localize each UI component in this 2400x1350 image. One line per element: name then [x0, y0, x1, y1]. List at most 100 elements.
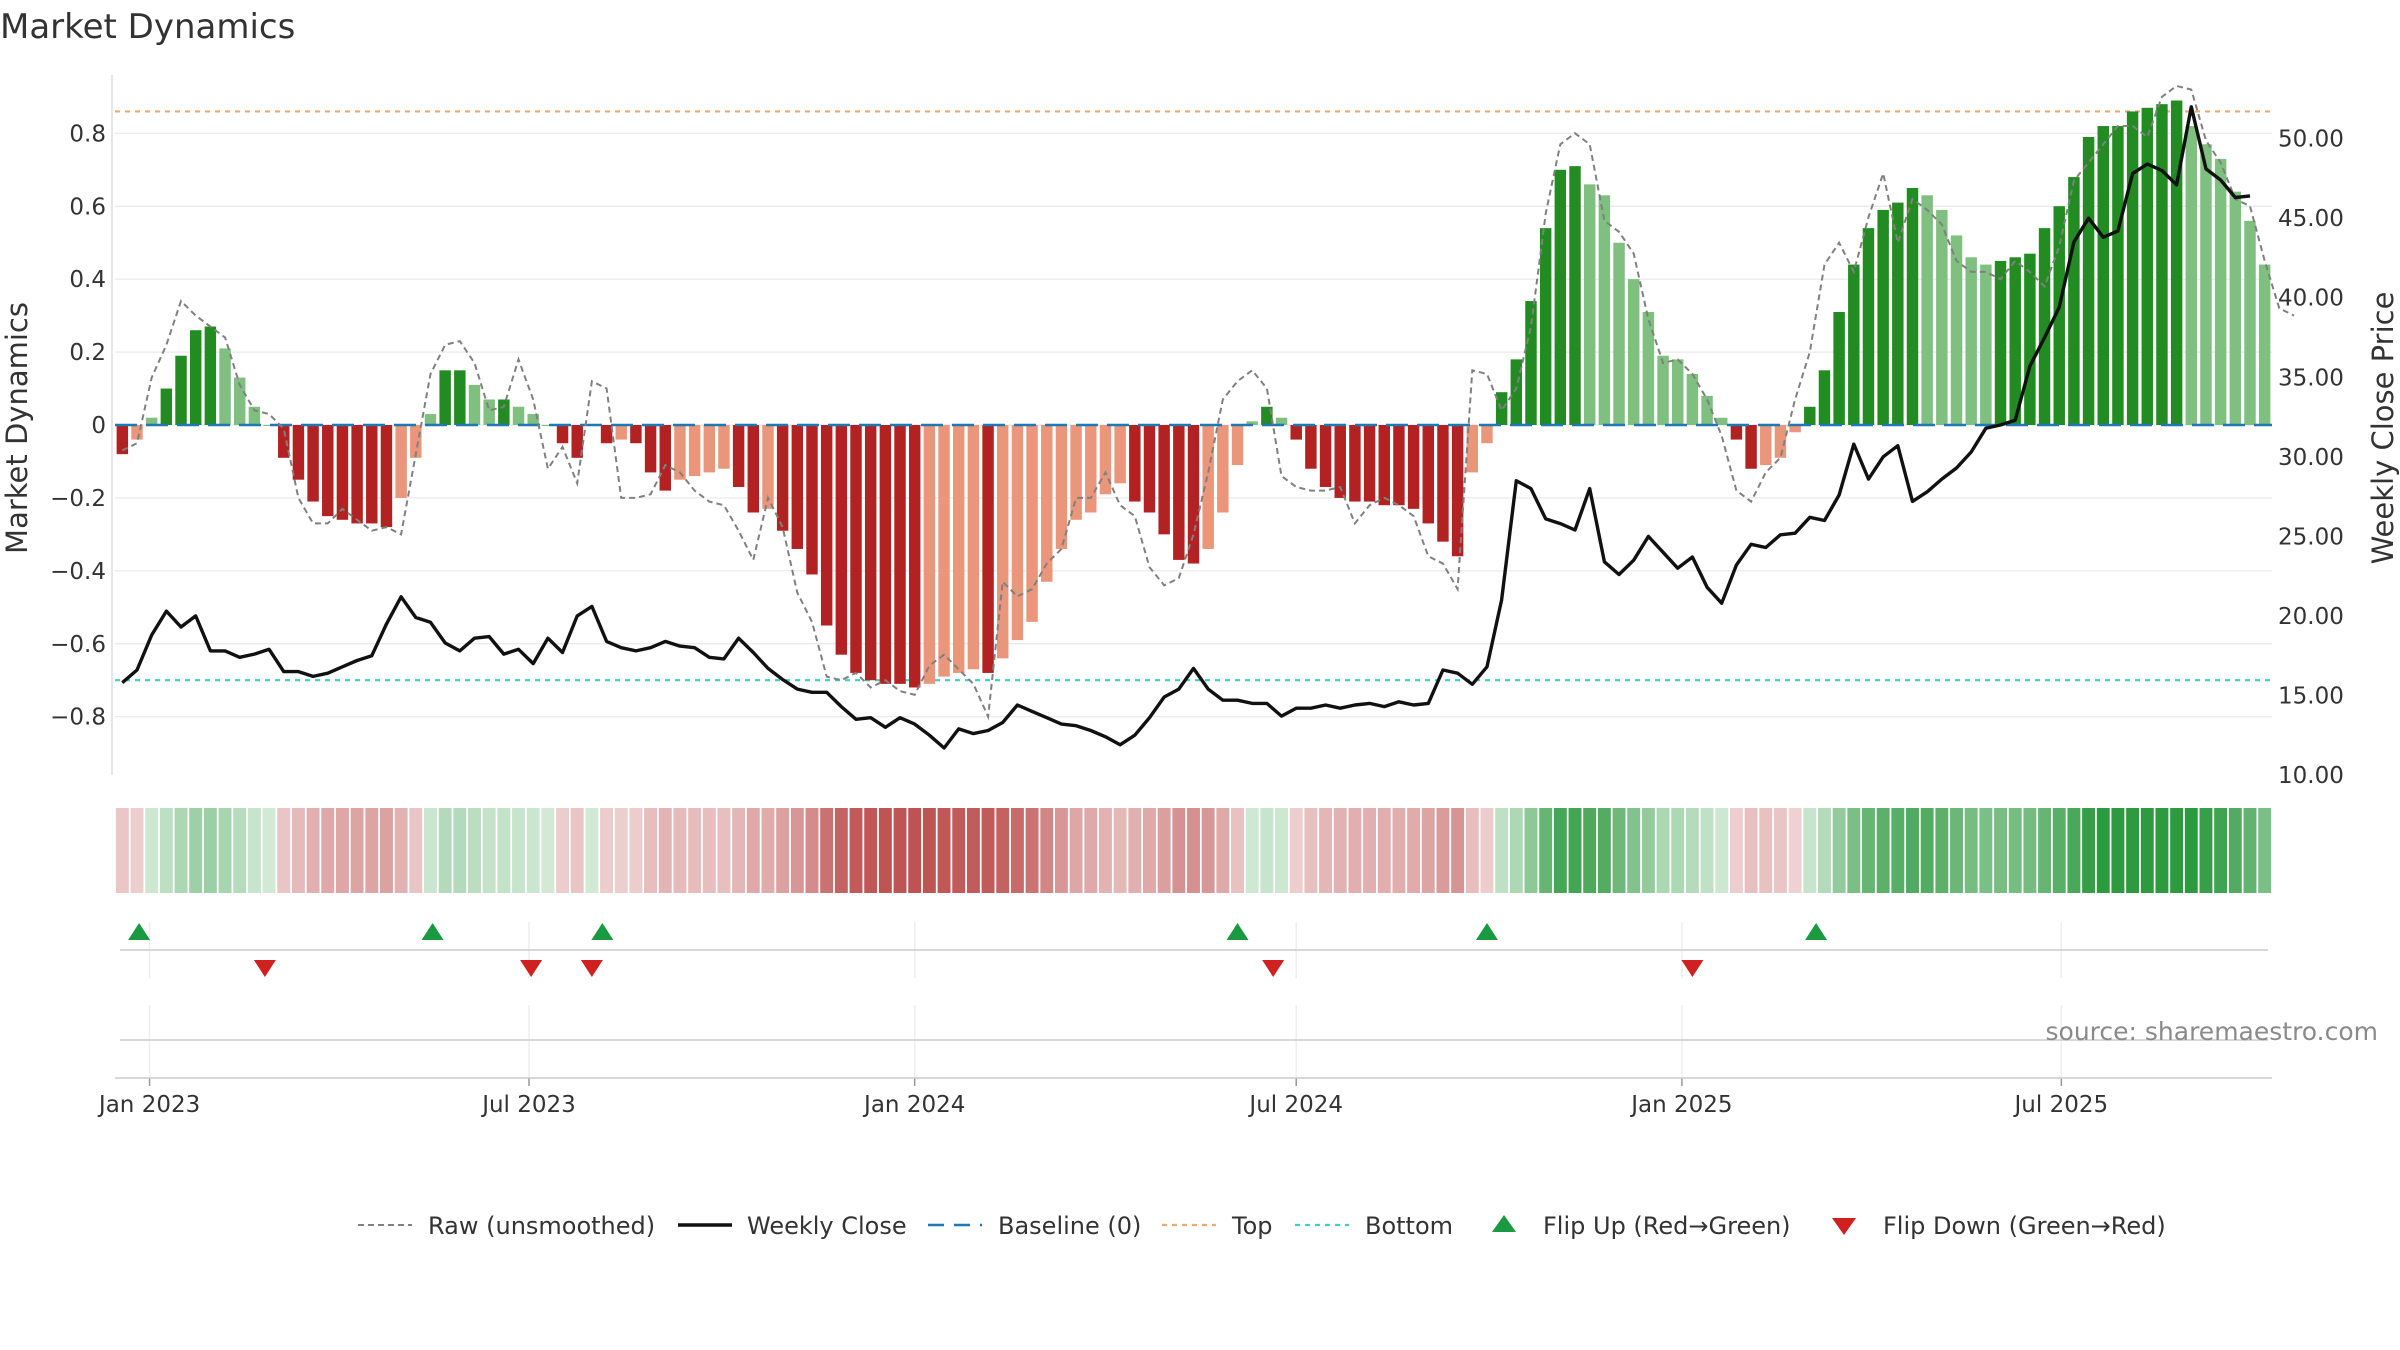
regime-cell: [600, 808, 614, 893]
dynamics-bar: [938, 425, 950, 677]
regime-cell: [614, 808, 628, 893]
regime-cell: [1597, 808, 1611, 893]
regime-cell: [306, 808, 320, 893]
dynamics-bar: [2214, 158, 2227, 425]
dynamics-bar: [1598, 195, 1611, 425]
dynamics-bar: [2170, 100, 2183, 425]
regime-cell: [1084, 808, 1098, 893]
regime-cell: [908, 808, 922, 893]
dynamics-bar: [1026, 425, 1038, 622]
legend-item: Raw (unsmoothed): [358, 1212, 655, 1240]
dynamics-bar: [219, 348, 231, 425]
regime-cell: [482, 808, 496, 893]
regime-cell: [1700, 808, 1714, 893]
dynamics-bar: [1363, 425, 1376, 502]
regime-cell: [1377, 808, 1391, 893]
regime-cell: [1641, 808, 1655, 893]
legend-label: Top: [1231, 1212, 1273, 1240]
y-right-tick-label: 25.00: [2278, 524, 2344, 550]
regime-cell: [203, 808, 217, 893]
regime-cell: [746, 808, 760, 893]
dynamics-bar: [439, 370, 451, 425]
dynamics-bar: [1950, 235, 1963, 425]
regime-cell: [2052, 808, 2066, 893]
dynamics-bar: [1539, 228, 1552, 425]
regime-cell: [1773, 808, 1787, 893]
regime-cell: [1157, 808, 1171, 893]
regime-cell: [996, 808, 1010, 893]
regime-cell: [218, 808, 232, 893]
dynamics-bar: [2053, 206, 2065, 425]
dynamics-bar: [1583, 184, 1596, 425]
dynamics-bar: [923, 425, 936, 684]
regime-cell: [277, 808, 291, 893]
dynamics-bar: [1129, 425, 1141, 502]
regime-cell: [1729, 808, 1743, 893]
regime-cell: [115, 808, 129, 893]
regime-cell: [130, 808, 144, 893]
dynamics-bar: [1055, 425, 1068, 549]
dynamics-bar: [1921, 195, 1933, 425]
regime-cell: [1891, 808, 1905, 893]
dynamics-bar: [1965, 257, 1977, 425]
dynamics-bar: [820, 425, 833, 626]
dynamics-bar: [1378, 425, 1390, 506]
dynamics-bar: [2200, 144, 2212, 426]
legend-flip-up-swatch: [1492, 1215, 1516, 1232]
dynamics-bar: [703, 425, 715, 473]
regime-cell: [468, 808, 481, 893]
regime-cell: [438, 808, 452, 893]
dynamics-bar: [351, 425, 363, 524]
dynamics-bar: [2258, 264, 2271, 425]
regime-cell: [805, 808, 819, 893]
dynamics-bar: [322, 425, 334, 517]
dynamics-bar: [1349, 425, 1361, 502]
dynamics-bar: [1319, 425, 1332, 487]
dynamics-bar: [953, 425, 965, 673]
dynamics-bar: [292, 425, 305, 480]
regime-cell: [321, 808, 335, 893]
dynamics-bar: [1980, 264, 1992, 425]
regime-cell: [629, 808, 643, 893]
dynamics-bar: [718, 425, 730, 469]
dynamics-bar: [644, 425, 657, 473]
regime-cell: [1069, 808, 1083, 893]
legend-label: Flip Up (Red→Green): [1543, 1212, 1791, 1240]
regime-cell: [556, 808, 569, 893]
dynamics-bar: [1202, 425, 1214, 549]
regime-cell: [1245, 808, 1259, 893]
y-left-tick-label: 0.8: [69, 121, 106, 147]
dynamics-bar: [1217, 425, 1229, 513]
dynamics-bar: [2141, 107, 2153, 425]
regime-cell: [2126, 808, 2140, 893]
regime-cell: [1187, 808, 1200, 893]
regime-cell: [512, 808, 525, 893]
regime-cell: [776, 808, 790, 893]
flip-up-marker: [1805, 923, 1828, 940]
dynamics-bar: [1099, 425, 1112, 495]
dynamics-bar: [2038, 228, 2051, 425]
y-left-tick-label: 0: [91, 413, 106, 439]
dynamics-bar: [1070, 425, 1082, 520]
y-right-tick-label: 40.00: [2278, 286, 2344, 312]
dynamics-bar: [1305, 425, 1317, 469]
regime-cell: [2023, 808, 2037, 893]
regime-cell: [1906, 808, 1919, 893]
regime-cell: [1788, 808, 1802, 893]
flip-panel: [120, 922, 2268, 978]
dynamics-bar: [1906, 188, 1919, 425]
flip-up-marker: [591, 923, 614, 940]
regime-cell: [688, 808, 702, 893]
regime-cell: [335, 808, 349, 893]
legend-item: Flip Up (Red→Green): [1492, 1212, 1791, 1240]
chart-title: Market Dynamics: [0, 7, 295, 47]
flip-up-marker: [1226, 923, 1249, 940]
dynamics-bar: [1730, 425, 1743, 440]
regime-cell: [1994, 808, 2007, 893]
regime-cell: [1407, 808, 1421, 893]
dynamics-bar: [2009, 257, 2021, 425]
regime-cell: [2228, 808, 2242, 893]
dynamics-bar: [2112, 126, 2124, 426]
dynamics-bar: [380, 425, 393, 528]
regime-cell: [1553, 808, 1567, 893]
